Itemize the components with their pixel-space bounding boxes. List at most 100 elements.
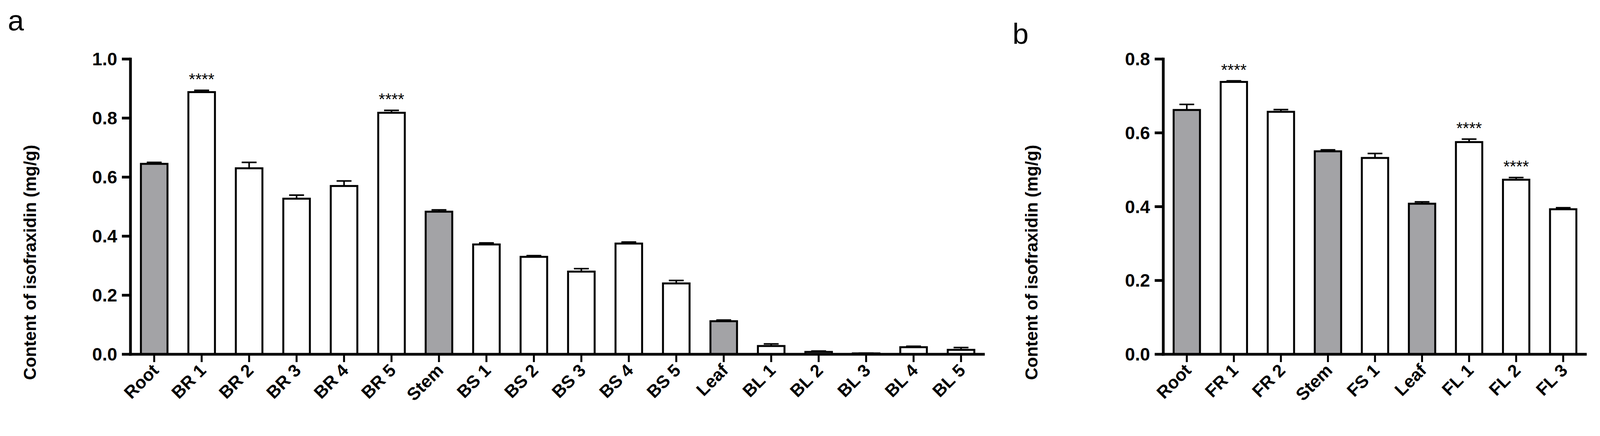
error-bar <box>1179 104 1195 110</box>
bar <box>473 244 500 354</box>
x-tick-label: BR 2 <box>214 359 258 403</box>
error-bar <box>1508 177 1524 180</box>
x-tick <box>1232 353 1235 362</box>
error-bar <box>478 242 494 245</box>
y-tick-label: 0.8 <box>1125 48 1150 70</box>
error-bar <box>289 194 304 199</box>
x-tick <box>1515 353 1518 362</box>
x-tick <box>437 353 440 362</box>
error-bar <box>573 268 589 272</box>
x-tick-label: Leaf <box>1390 359 1431 400</box>
x-tick <box>532 353 535 362</box>
error-bar <box>1461 139 1477 143</box>
x-tick-label: BS 2 <box>500 359 543 402</box>
bar <box>283 198 310 354</box>
x-tick <box>960 353 963 362</box>
bar <box>1361 157 1388 354</box>
y-axis-title: Content of isofraxidin (mg/g) <box>1021 144 1042 380</box>
error-bar <box>194 90 209 93</box>
bar <box>1314 151 1342 354</box>
error-bar <box>383 110 399 113</box>
y-tick <box>121 116 131 120</box>
bar <box>1173 109 1200 354</box>
y-tick-label: 0.4 <box>1125 196 1150 217</box>
bar <box>1455 141 1483 354</box>
x-tick-label: Stem <box>1291 359 1337 405</box>
error-bar <box>811 350 827 352</box>
significance: **** <box>378 89 405 109</box>
x-tick <box>722 353 725 362</box>
y-tick-label: 0.4 <box>92 225 118 247</box>
x-tick <box>153 353 156 362</box>
error-bar <box>763 343 779 346</box>
x-tick-label: Root <box>119 359 163 403</box>
bar <box>662 283 690 354</box>
y-tick <box>1154 205 1164 208</box>
bar <box>235 167 263 354</box>
x-tick <box>865 353 868 362</box>
x-tick-label: BR 4 <box>309 359 353 403</box>
x-tick-label: Leaf <box>692 359 733 400</box>
y-axis-title: Content of isofraxidin (mg/g) <box>20 144 40 380</box>
significance: **** <box>1503 157 1529 176</box>
bar <box>1550 208 1577 354</box>
y-tick-label: 0.6 <box>92 166 118 188</box>
error-bar <box>241 162 257 168</box>
x-tick <box>1562 353 1565 362</box>
bar <box>141 163 168 354</box>
bar <box>1220 82 1247 354</box>
y-tick <box>121 175 131 179</box>
y-tick <box>1154 131 1164 134</box>
x-tick-label: BR 1 <box>167 359 211 403</box>
y-tick-label: 0.2 <box>1125 269 1150 291</box>
y-tick-label: 0.2 <box>92 284 118 306</box>
x-tick <box>248 353 250 362</box>
y-tick-label: 0.6 <box>1125 122 1150 143</box>
bar <box>425 211 453 354</box>
error-bar <box>716 319 732 321</box>
x-tick-label: BR 5 <box>357 359 400 403</box>
bars <box>1173 80 1577 354</box>
bar <box>520 256 548 354</box>
x-tick-label: BL 4 <box>880 359 922 401</box>
x-tick <box>1421 353 1424 362</box>
error-bar <box>1226 80 1242 83</box>
bar <box>710 320 738 354</box>
x-tick-label: BS 5 <box>642 359 685 402</box>
x-tick-label: BS 1 <box>453 359 495 402</box>
panel-label: b <box>1012 17 1029 50</box>
x-tick <box>1326 353 1329 362</box>
bar <box>378 112 405 354</box>
error-bar <box>146 162 162 164</box>
x-tick-label: FR 2 <box>1248 359 1290 401</box>
panel-label: a <box>7 4 25 37</box>
x-tick-label: FS 1 <box>1342 359 1384 400</box>
error-bar <box>953 347 969 350</box>
error-bar <box>1414 201 1430 204</box>
x-tick-label: FL 2 <box>1484 359 1525 400</box>
bars <box>141 90 975 354</box>
y-tick <box>121 293 131 297</box>
x-tick <box>485 353 488 362</box>
x-tick-label: BL 2 <box>785 359 827 401</box>
x-tick-label: Root <box>1152 359 1196 403</box>
y-tick-label: 1.0 <box>92 48 118 70</box>
bar <box>615 243 643 354</box>
significance: **** <box>189 69 215 89</box>
bar <box>1267 111 1294 354</box>
y-tick-label: 0.0 <box>1125 343 1150 365</box>
x-tick-label: FL 1 <box>1437 359 1478 400</box>
significance: **** <box>1221 60 1247 79</box>
x-tick-label: BR 3 <box>262 359 306 403</box>
error-bar <box>1273 109 1289 112</box>
bar <box>1408 203 1436 354</box>
error-bar <box>1555 207 1571 209</box>
figure: a Content of isofraxidin (mg/g) **** **** 0.… <box>0 0 1600 436</box>
bar <box>188 92 215 354</box>
x-tick <box>390 353 393 362</box>
x-tick <box>580 353 583 362</box>
error-bar <box>621 241 637 244</box>
error-bar <box>336 180 352 186</box>
x-tick <box>817 353 820 362</box>
y-tick <box>121 234 131 238</box>
